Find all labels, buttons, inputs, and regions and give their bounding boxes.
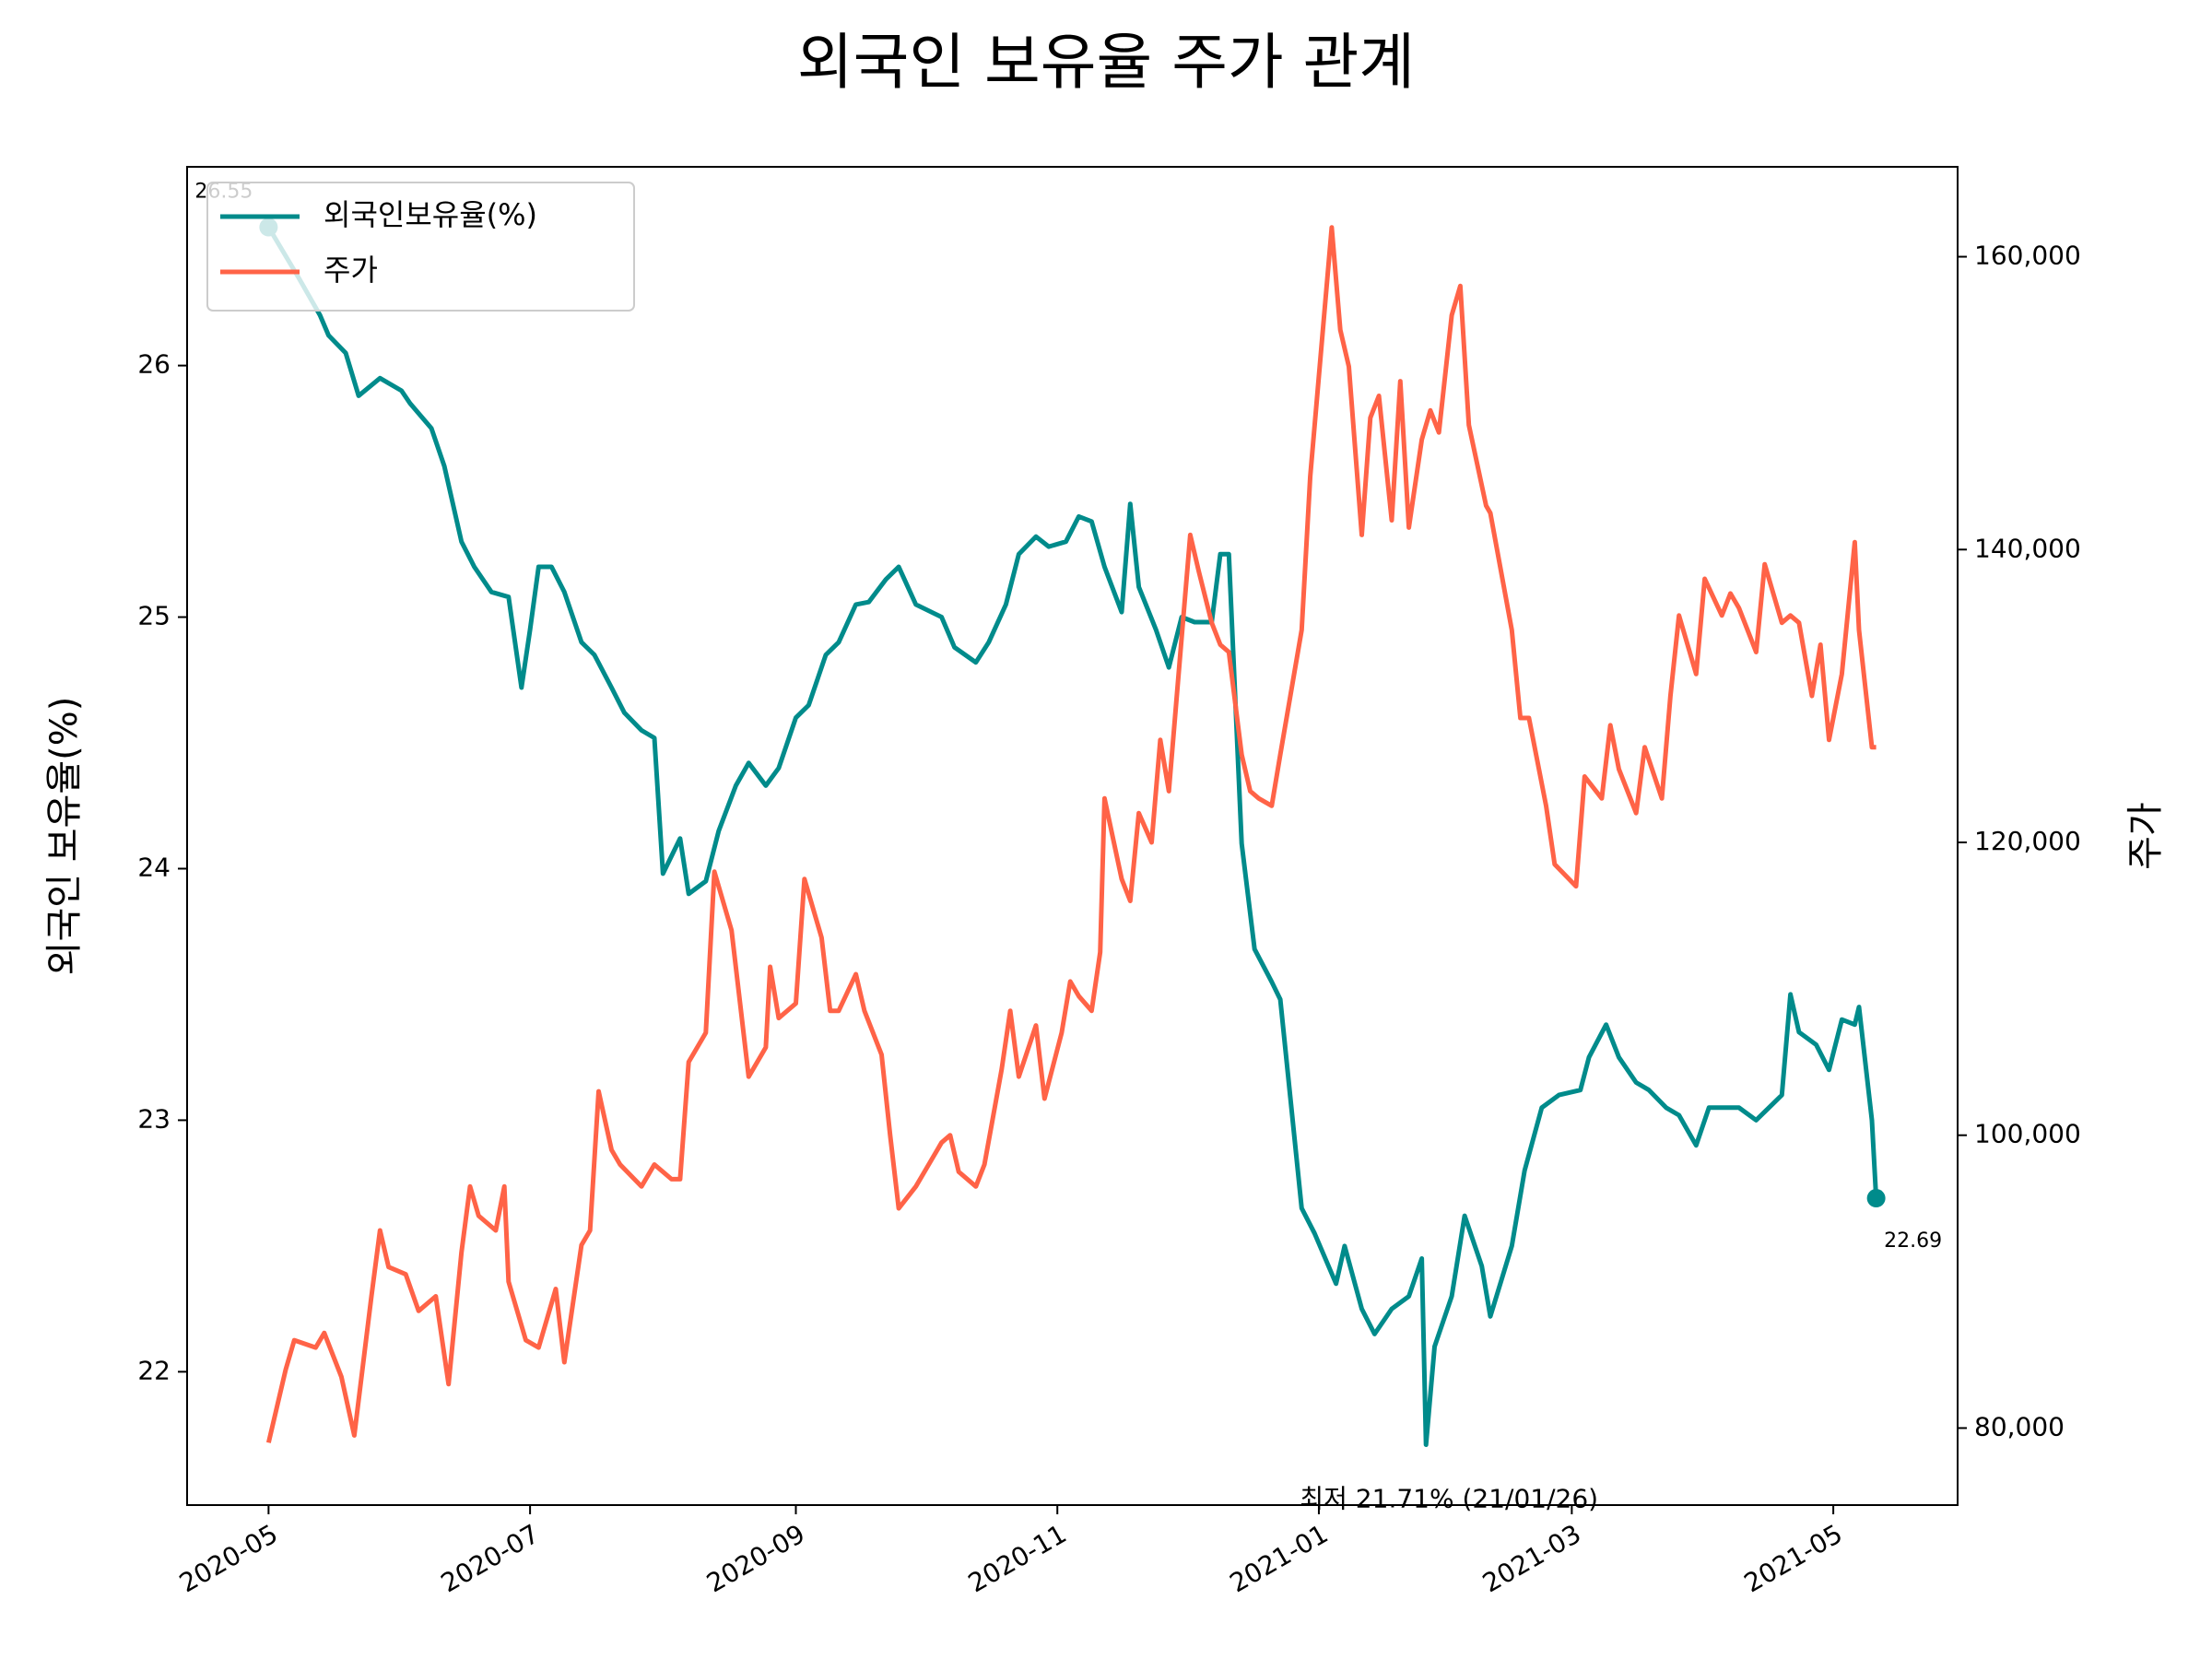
x-tick-label: 2020-09 xyxy=(701,1518,810,1598)
y2-tick-label: 80,000 xyxy=(1974,1411,2065,1441)
legend-label: 주가 xyxy=(324,253,378,288)
y2-tick-label: 140,000 xyxy=(1974,533,2081,563)
y2-tick-label: 100,000 xyxy=(1974,1119,2081,1149)
y-tick-label: 22 xyxy=(137,1355,171,1385)
y-tick-label: 24 xyxy=(137,852,171,882)
annotation: 22.69 xyxy=(1884,1230,1942,1253)
annotation: 최저 21.71% (21/01/26) xyxy=(1300,1483,1598,1513)
y-tick-label: 26 xyxy=(137,349,171,380)
y2-axis-label: 주가 xyxy=(2124,802,2167,870)
line-series xyxy=(266,226,1879,1447)
y-axis-label: 외국인 보유율(%) xyxy=(43,697,86,976)
plot-frame xyxy=(186,166,1959,1506)
y-tick-label: 23 xyxy=(137,1103,171,1134)
point-marker xyxy=(1866,1189,1886,1208)
line-series xyxy=(265,225,1877,1443)
y2-tick-label: 120,000 xyxy=(1974,826,2081,856)
y2-tick-label: 160,000 xyxy=(1974,241,2081,271)
x-tick-label: 2021-03 xyxy=(1477,1518,1586,1598)
x-tick-label: 2021-01 xyxy=(1225,1518,1334,1598)
legend-label: 외국인보유율(%) xyxy=(324,197,537,232)
x-tick-label: 2020-05 xyxy=(174,1518,283,1598)
y-tick-label: 25 xyxy=(137,601,171,631)
x-tick-label: 2020-11 xyxy=(963,1518,1072,1598)
x-tick-label: 2021-05 xyxy=(1739,1518,1848,1598)
chart-title: 외국인 보유율 주가 관계 xyxy=(797,27,1415,98)
legend-box xyxy=(206,182,635,312)
x-tick-label: 2020-07 xyxy=(436,1518,545,1598)
legend: 외국인보유율(%) 주가 xyxy=(206,182,635,312)
